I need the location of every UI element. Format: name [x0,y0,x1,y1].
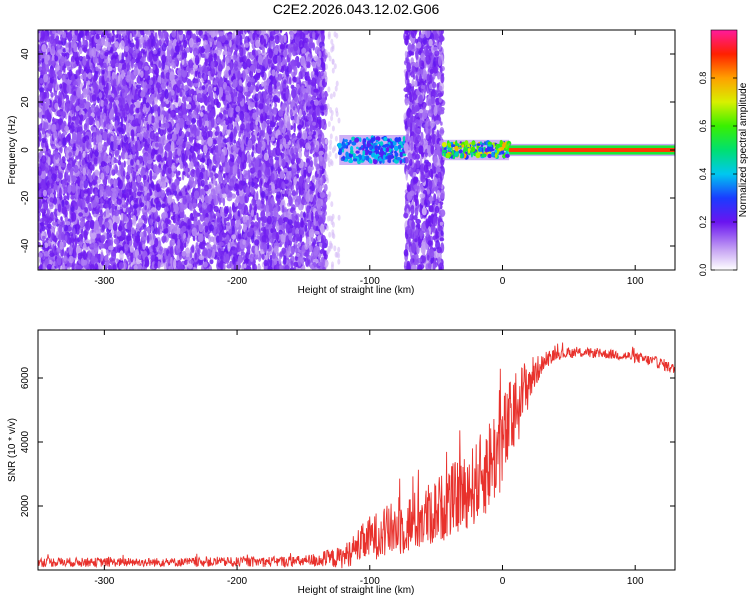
noise-speck [317,235,321,242]
noise-speck [255,85,259,92]
noise-speck [187,263,193,269]
noise-speck [112,30,115,34]
noise-speck [187,184,190,191]
noise-speck [115,165,119,174]
spectrogram-marks [38,30,675,270]
noise-speck [272,40,276,50]
noise-speck [115,34,119,39]
noise-speck [38,113,42,118]
noise-speck [321,111,325,116]
noise-speck [183,242,187,248]
noise-speck [107,66,112,72]
noise-speck [195,101,200,106]
noise-speck [178,170,181,176]
noise-speck [299,230,305,236]
noise-speck [293,266,297,270]
noise-speck [244,42,249,48]
noise-speck [131,227,135,235]
noise-speck [157,225,161,236]
noise-speck [321,247,325,254]
noise-speck [133,264,138,270]
noise-speck [200,179,205,187]
noise-speck [107,174,111,184]
noise-speck [50,92,54,98]
noise-speck [209,259,214,265]
noise-speck [260,130,263,137]
noise-speck [136,191,142,197]
noise-speck [290,245,295,256]
figure-title: C2E2.2026.043.12.02.G06 [272,1,440,17]
noise-speck [216,40,222,49]
noise-speck [179,191,182,197]
noise-speck [226,103,230,109]
noise-speck [54,207,58,217]
noise-speck [85,239,91,244]
noise-speck [226,264,232,269]
noise-speck [91,137,94,143]
noise-speck [226,140,231,149]
noise-speck [281,247,287,255]
noise-speck [183,259,188,266]
noise-speck [254,101,258,108]
noise-speck [243,30,247,35]
noise-speck [212,165,217,172]
noise-speck [222,197,226,207]
noise-speck [256,264,262,270]
noise-speck [300,210,304,221]
noise-speck [284,264,290,270]
noise-speck [233,139,237,144]
noise-speck [190,70,194,75]
noise-speck [304,224,308,232]
noise-speck [281,65,285,73]
noise-speck [323,183,328,192]
noise-speck [252,144,255,151]
noise-speck [118,155,122,161]
